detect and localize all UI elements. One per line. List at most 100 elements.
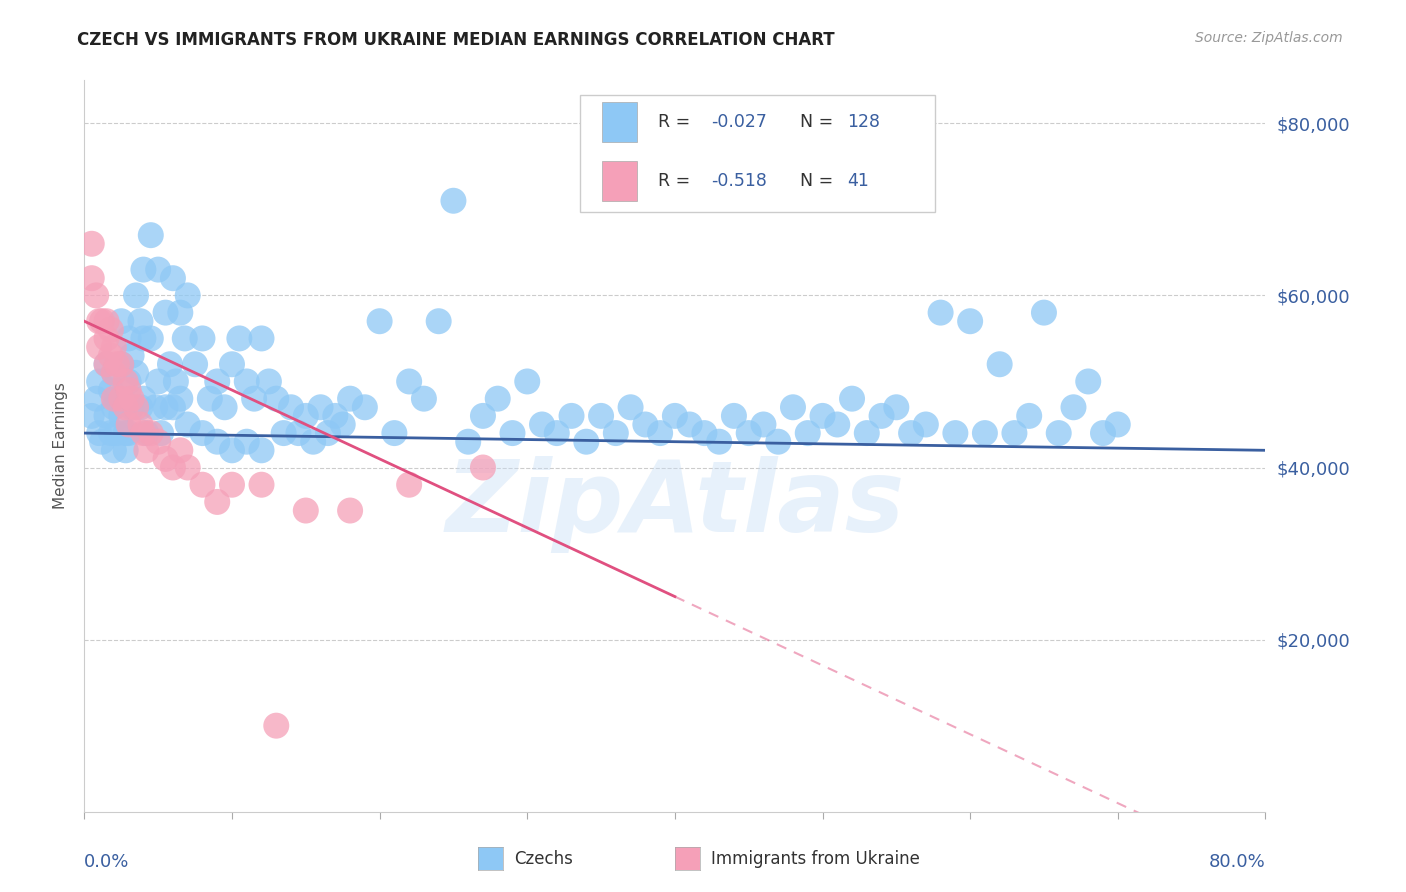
Point	[457, 434, 479, 449]
Point	[561, 409, 583, 423]
Point	[177, 417, 200, 432]
Point	[165, 375, 187, 389]
Y-axis label: Median Earnings: Median Earnings	[53, 383, 69, 509]
Point	[191, 426, 214, 441]
Point	[266, 392, 288, 406]
Point	[173, 331, 195, 345]
Point	[169, 443, 191, 458]
Point	[132, 392, 155, 406]
Point	[148, 262, 170, 277]
Point	[96, 357, 118, 371]
Point	[103, 366, 125, 380]
Point	[1033, 305, 1056, 319]
Point	[121, 401, 143, 415]
Point	[159, 357, 181, 371]
Point	[121, 392, 143, 406]
Point	[114, 443, 136, 458]
Point	[96, 357, 118, 371]
Point	[129, 401, 152, 415]
Text: 80.0%: 80.0%	[1209, 854, 1265, 871]
Point	[129, 417, 152, 432]
Point	[207, 495, 229, 509]
Point	[886, 401, 908, 415]
Bar	[602, 103, 637, 143]
Point	[295, 409, 318, 423]
Point	[87, 426, 111, 441]
Point	[516, 375, 538, 389]
Point	[143, 401, 166, 415]
Point	[1107, 417, 1129, 432]
Point	[118, 426, 141, 441]
Point	[266, 719, 288, 733]
Point	[148, 375, 170, 389]
Point	[398, 477, 420, 491]
Point	[236, 375, 259, 389]
Text: Czechs: Czechs	[515, 849, 574, 868]
Point	[302, 434, 325, 449]
Point	[945, 426, 967, 441]
Point	[103, 392, 125, 406]
Point	[177, 288, 200, 302]
Point	[169, 305, 191, 319]
Point	[243, 392, 266, 406]
Point	[723, 409, 745, 423]
Point	[257, 375, 280, 389]
Point	[811, 409, 834, 423]
Point	[100, 323, 122, 337]
Point	[207, 375, 229, 389]
Point	[84, 392, 107, 406]
Point	[80, 409, 103, 423]
Point	[96, 409, 118, 423]
Point	[287, 426, 309, 441]
Point	[198, 392, 221, 406]
Point	[105, 357, 128, 371]
Point	[103, 366, 125, 380]
Point	[103, 443, 125, 458]
Point	[443, 194, 465, 208]
Point	[221, 443, 243, 458]
Point	[959, 314, 981, 328]
Point	[114, 375, 136, 389]
Point	[100, 426, 122, 441]
Point	[856, 426, 879, 441]
Point	[752, 417, 775, 432]
Text: -0.027: -0.027	[711, 113, 768, 131]
Point	[118, 383, 141, 397]
Point	[184, 357, 207, 371]
Point	[135, 443, 157, 458]
Point	[768, 434, 790, 449]
Point	[988, 357, 1011, 371]
Text: ZipAtlas: ZipAtlas	[446, 456, 904, 553]
Point	[1047, 426, 1070, 441]
Point	[87, 340, 111, 354]
Point	[207, 434, 229, 449]
Point	[191, 331, 214, 345]
Point	[709, 434, 731, 449]
Point	[155, 401, 177, 415]
Point	[501, 426, 523, 441]
Point	[110, 392, 132, 406]
Point	[150, 426, 173, 441]
Point	[105, 392, 128, 406]
Point	[139, 331, 162, 345]
Text: 0.0%: 0.0%	[84, 854, 129, 871]
Point	[546, 426, 568, 441]
Point	[80, 271, 103, 285]
Point	[80, 236, 103, 251]
Text: -0.518: -0.518	[711, 172, 768, 190]
Point	[974, 426, 997, 441]
Point	[250, 477, 273, 491]
Point	[87, 375, 111, 389]
Point	[827, 417, 849, 432]
Text: R =: R =	[658, 172, 690, 190]
Point	[1004, 426, 1026, 441]
Point	[132, 262, 155, 277]
Point	[118, 375, 141, 389]
Point	[797, 426, 820, 441]
Text: N =: N =	[800, 113, 834, 131]
Point	[280, 401, 302, 415]
Point	[929, 305, 952, 319]
Point	[155, 305, 177, 319]
Bar	[602, 161, 637, 201]
Point	[155, 451, 177, 466]
